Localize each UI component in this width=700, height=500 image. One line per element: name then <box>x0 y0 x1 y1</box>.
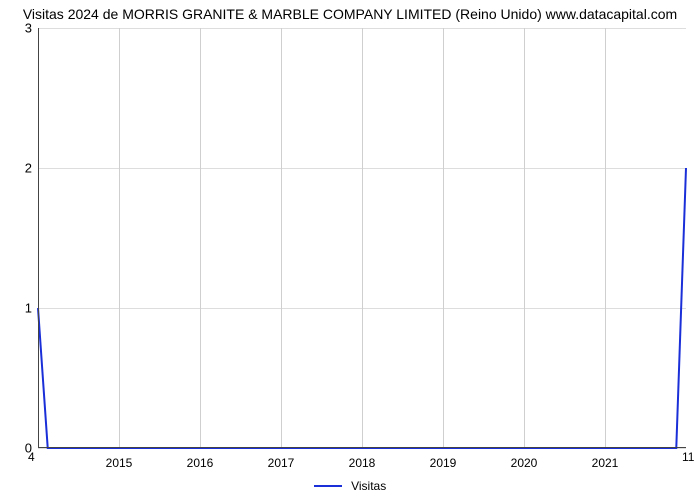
x-tick-label: 2019 <box>430 456 457 470</box>
x-tick-label: 2015 <box>106 456 133 470</box>
legend-swatch <box>314 485 342 487</box>
x-tick-label: 2016 <box>187 456 214 470</box>
x-tick-label: 2018 <box>349 456 376 470</box>
visits-chart: Visitas 2024 de MORRIS GRANITE & MARBLE … <box>0 0 700 500</box>
x-tick-label: 2017 <box>268 456 295 470</box>
x-start-label: 4 <box>28 450 35 464</box>
y-tick-label: 2 <box>2 161 32 176</box>
legend: Visitas <box>0 478 700 493</box>
x-end-label: 11 <box>682 450 694 464</box>
chart-title: Visitas 2024 de MORRIS GRANITE & MARBLE … <box>0 6 700 22</box>
plot-area: 0123 2015201620172018201920202021 4 11 <box>38 28 686 448</box>
y-tick-label: 3 <box>2 21 32 36</box>
data-line <box>38 28 686 448</box>
y-tick-label: 1 <box>2 301 32 316</box>
x-tick-label: 2020 <box>511 456 538 470</box>
legend-label: Visitas <box>351 479 386 493</box>
x-tick-label: 2021 <box>592 456 619 470</box>
